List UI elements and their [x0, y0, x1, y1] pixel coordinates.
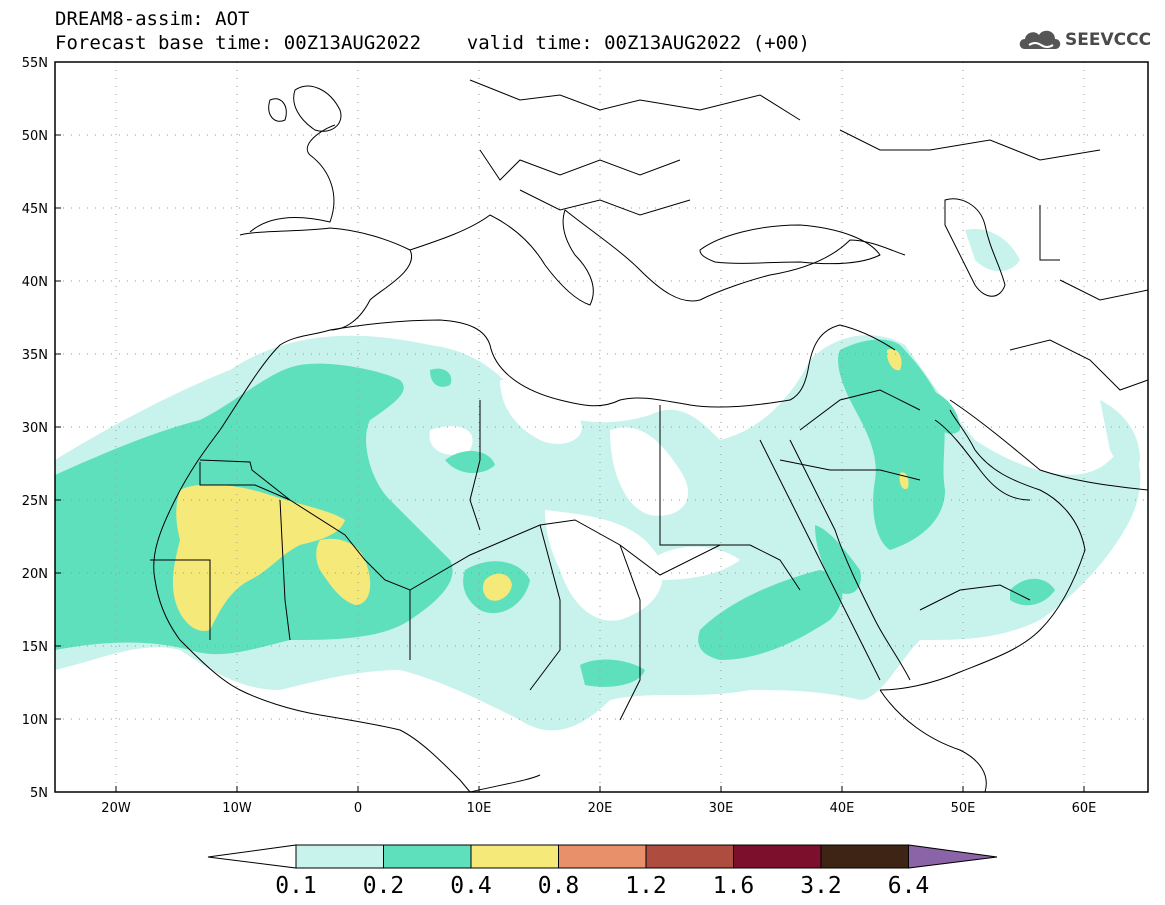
colorbar-label: 1.6: [713, 873, 755, 899]
country-borders: [150, 79, 1149, 721]
aot-field-0-4: [172, 348, 909, 631]
aot-clear-areas: [429, 380, 740, 621]
colorbar-box: [820, 844, 909, 869]
lat-label: 45N: [22, 202, 48, 217]
lon-label: 10E: [467, 801, 492, 816]
tick-marks: [55, 61, 1085, 793]
cloud-icon: [1019, 30, 1061, 49]
lat-label: 30N: [22, 421, 48, 436]
seevccc-logo: SEEVCCC: [1017, 22, 1157, 58]
colorbar-label: 0.2: [363, 873, 405, 899]
lon-label: 20E: [588, 801, 613, 816]
lon-label: 0: [354, 801, 362, 816]
lon-label: 40E: [830, 801, 855, 816]
lon-label: 20W: [101, 801, 131, 816]
colorbar-box: [470, 844, 559, 869]
map-subtitle: Forecast base time: 00Z13AUG2022 valid t…: [55, 32, 810, 54]
lat-label: 55N: [22, 56, 48, 71]
lon-label: 60E: [1072, 801, 1097, 816]
colorbar-label: 0.8: [538, 873, 580, 899]
lat-label: 50N: [22, 129, 48, 144]
colorbar-box: [558, 844, 647, 869]
lat-label: 10N: [22, 713, 48, 728]
colorbar-box: [733, 844, 822, 869]
lon-label: 30E: [709, 801, 734, 816]
colorbar-box: [383, 844, 472, 869]
colorbar-high-arrow: [908, 844, 998, 869]
colorbar-label: 3.2: [800, 873, 842, 899]
lat-label: 40N: [22, 275, 48, 290]
lat-label: 20N: [22, 567, 48, 582]
lat-label: 5N: [30, 786, 48, 801]
coastlines: [153, 85, 1149, 793]
lat-label: 25N: [22, 494, 48, 509]
lon-label: 10W: [222, 801, 252, 816]
colorbar-box: [295, 844, 384, 869]
colorbar-box: [645, 844, 734, 869]
colorbar-low-arrow: [207, 844, 297, 869]
lat-label: 15N: [22, 640, 48, 655]
lon-labels: 20W 10W 0 10E 20E 30E 40E 50E 60E: [101, 801, 1096, 816]
colorbar-label: 1.2: [625, 873, 667, 899]
lat-labels: 55N 50N 45N 40N 35N 30N 25N 20N 15N 10N …: [22, 56, 48, 801]
map-title: DREAM8-assim: AOT: [55, 8, 250, 30]
colorbar-label: 0.4: [450, 873, 492, 899]
logo-text: SEEVCCC: [1065, 30, 1152, 50]
lat-label: 35N: [22, 348, 48, 363]
colorbar-label: 0.1: [275, 873, 317, 899]
lon-label: 50E: [951, 801, 976, 816]
colorbar: 0.1 0.2 0.4 0.8 1.2 1.6 3.2 6.4: [207, 844, 998, 899]
colorbar-label: 6.4: [888, 873, 930, 899]
